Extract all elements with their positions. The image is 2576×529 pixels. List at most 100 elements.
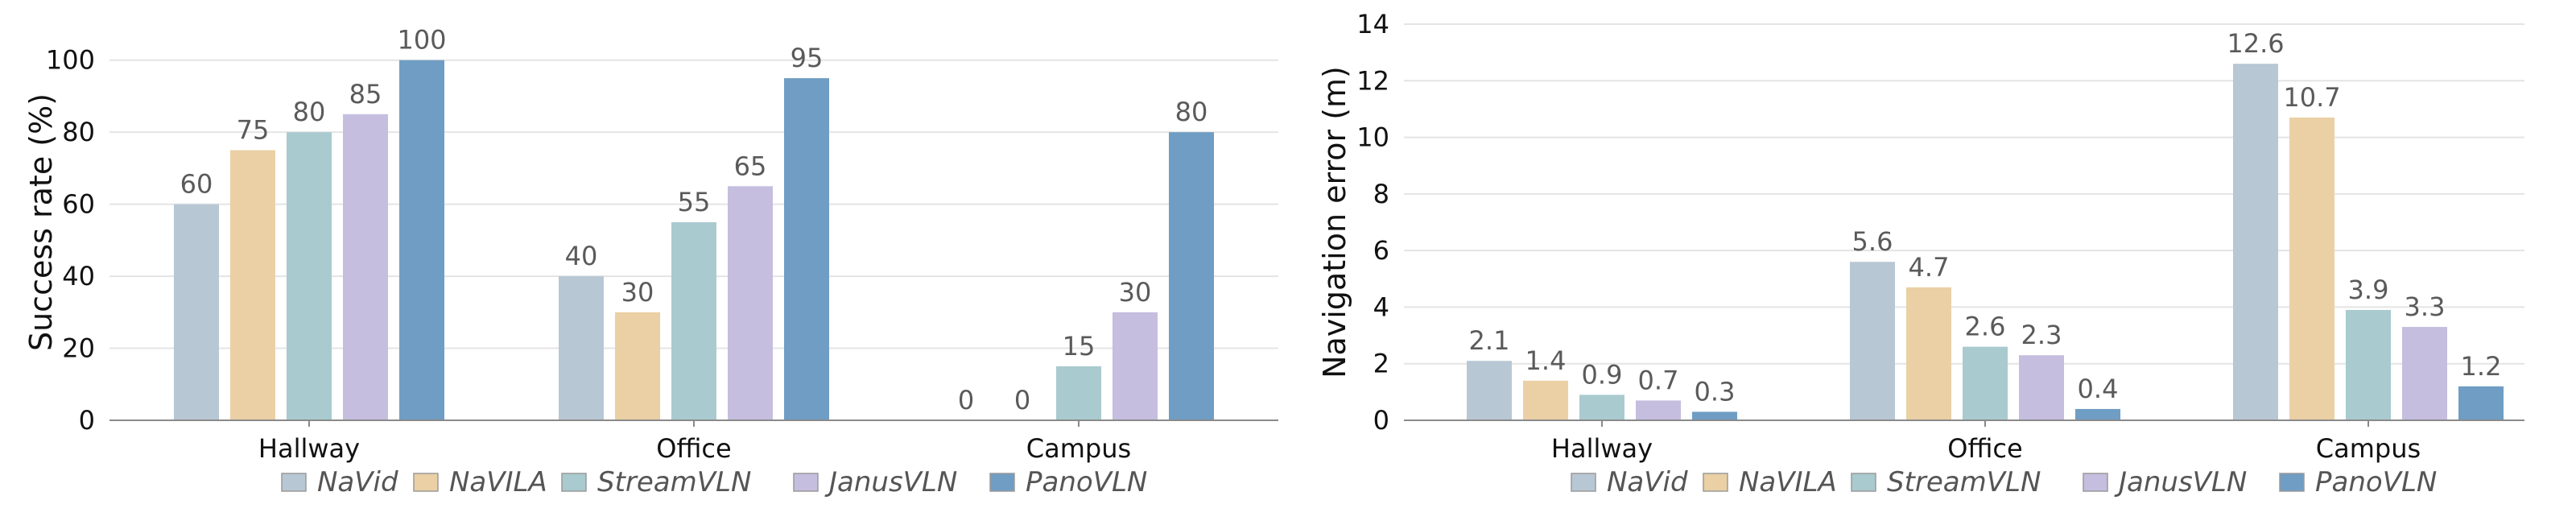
bar-value-label: 1.4 <box>1525 345 1567 376</box>
bar-panovln-hallway <box>1692 411 1737 420</box>
x-tick-label: Office <box>656 433 731 464</box>
bar-value-label: 1.2 <box>2461 351 2502 382</box>
bar-streamvln-hallway <box>287 132 332 420</box>
y-tick-label: 40 <box>62 261 95 291</box>
bar-value-label: 0.4 <box>2078 374 2119 404</box>
y-tick-label: 80 <box>62 117 95 147</box>
x-tick-label: Hallway <box>1551 433 1653 464</box>
bar-value-label: 0 <box>1014 385 1030 415</box>
bar-value-label: 75 <box>237 115 270 146</box>
bar-value-label: 55 <box>678 187 711 217</box>
bar-value-label: 12.6 <box>2227 28 2284 59</box>
bar-value-label: 0 <box>958 385 974 415</box>
bar-janusvln-office <box>2019 355 2064 420</box>
bar-navid-hallway <box>1467 361 1512 420</box>
legend-label-janusvln: JanusVLN <box>2114 466 2247 498</box>
bar-value-label: 30 <box>1119 277 1152 308</box>
bar-navila-office <box>615 312 660 420</box>
bar-value-label: 0.7 <box>1638 365 1679 395</box>
bar-value-label: 65 <box>734 151 767 181</box>
legend-swatch-streamvln <box>561 473 587 492</box>
legend-swatch-navila <box>1703 473 1728 492</box>
y-tick-label: 0 <box>79 405 95 436</box>
legend-label-navid: NaVid <box>317 466 398 498</box>
bar-value-label: 2.1 <box>1469 325 1510 356</box>
legend-label-streamvln: StreamVLN <box>1887 466 2041 498</box>
bar-janusvln-campus <box>1113 312 1158 420</box>
legend-swatch-panovln <box>2279 473 2305 492</box>
bar-navid-hallway <box>174 204 219 421</box>
bar-streamvln-campus <box>2346 309 2391 420</box>
bar-janusvln-office <box>728 186 773 421</box>
x-tick-label: Campus <box>1026 433 1131 464</box>
legend-swatch-navid <box>281 473 307 492</box>
y-tick-label: 12 <box>1356 65 1389 96</box>
legend-swatch-streamvln <box>1851 473 1876 492</box>
bar-value-label: 80 <box>293 97 326 127</box>
bar-streamvln-campus <box>1056 366 1101 420</box>
legend-label-janusvln: JanusVLN <box>824 466 957 498</box>
bar-panovln-office <box>784 78 829 420</box>
x-tick-label: Office <box>1947 433 2022 464</box>
y-tick-label: 4 <box>1373 291 1389 322</box>
legend-swatch-janusvln <box>793 473 819 492</box>
legend-label-panovln: PanoVLN <box>1026 466 1147 498</box>
y-tick-label: 20 <box>62 333 95 364</box>
bar-value-label: 0.9 <box>1582 359 1623 390</box>
y-axis-label: Navigation error (m) <box>1317 66 1352 378</box>
bar-value-label: 0.3 <box>1695 376 1736 407</box>
bar-streamvln-office <box>671 222 716 420</box>
y-tick-label: 60 <box>62 189 95 220</box>
bar-value-label: 40 <box>565 241 598 271</box>
bar-value-label: 2.6 <box>1965 312 2006 342</box>
bar-value-label: 15 <box>1063 331 1096 362</box>
y-tick-label: 10 <box>1356 122 1389 153</box>
bar-streamvln-office <box>1963 346 2008 420</box>
bar-value-label: 80 <box>1175 97 1208 127</box>
bar-value-label: 3.3 <box>2405 291 2446 322</box>
bar-janusvln-hallway <box>343 114 388 420</box>
legend-label-navid: NaVid <box>1607 466 1688 498</box>
bar-navila-campus <box>2289 117 2334 420</box>
bar-navila-hallway <box>1523 380 1568 420</box>
bar-value-label: 100 <box>397 25 446 56</box>
legend-swatch-navid <box>1571 473 1596 492</box>
y-tick-label: 100 <box>46 45 95 76</box>
bar-value-label: 4.7 <box>1909 252 1950 283</box>
bar-value-label: 85 <box>349 79 382 110</box>
x-tick-label: Campus <box>2316 433 2421 464</box>
y-tick-label: 0 <box>1373 405 1389 436</box>
bar-navila-office <box>1906 287 1951 420</box>
bar-value-label: 3.9 <box>2348 275 2389 305</box>
bar-panovln-office <box>2075 408 2120 420</box>
bar-panovln-campus <box>2458 386 2504 420</box>
bar-value-label: 2.3 <box>2021 320 2062 350</box>
legend-swatch-navila <box>413 473 439 492</box>
y-axis-label: Success rate (%) <box>23 93 59 351</box>
bar-value-label: 10.7 <box>2283 82 2340 113</box>
bar-value-label: 30 <box>621 277 654 308</box>
bar-value-label: 60 <box>180 169 213 200</box>
y-tick-label: 2 <box>1373 349 1389 379</box>
legend-swatch-janusvln <box>2083 473 2108 492</box>
bar-value-label: 95 <box>791 43 824 73</box>
y-tick-label: 6 <box>1373 235 1389 266</box>
bar-value-label: 5.6 <box>1852 226 1893 257</box>
bar-janusvln-hallway <box>1636 400 1681 420</box>
y-tick-label: 8 <box>1373 179 1389 209</box>
legend-label-streamvln: StreamVLN <box>597 466 751 498</box>
bar-navid-office <box>559 276 604 420</box>
x-tick-label: Hallway <box>258 433 360 464</box>
bar-panovln-campus <box>1169 132 1214 420</box>
legend-label-panovln: PanoVLN <box>2315 466 2437 498</box>
bar-navid-campus <box>2233 64 2278 420</box>
legend-swatch-panovln <box>989 473 1015 492</box>
bar-janusvln-campus <box>2402 327 2447 420</box>
legend-label-navila: NaVILA <box>1739 466 1837 498</box>
y-tick-label: 14 <box>1356 9 1389 39</box>
bar-streamvln-hallway <box>1579 395 1624 420</box>
